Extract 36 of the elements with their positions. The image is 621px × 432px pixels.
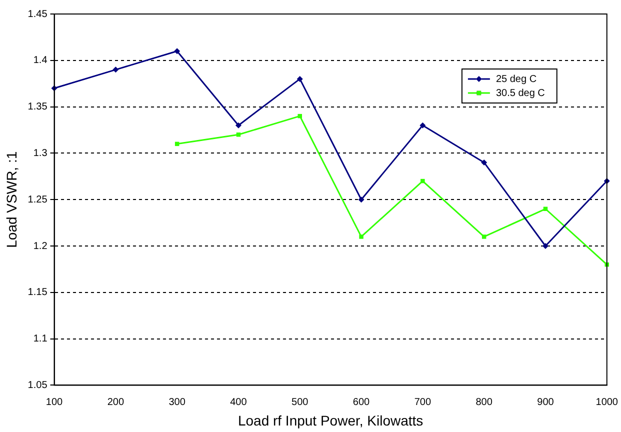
x-axis-title: Load rf Input Power, Kilowatts — [238, 412, 424, 428]
x-tick-label: 900 — [537, 396, 554, 408]
x-tick-label: 800 — [476, 396, 493, 408]
y-tick-label: 1.15 — [28, 287, 48, 298]
x-tick-label: 300 — [168, 396, 186, 408]
point — [298, 114, 302, 118]
point — [112, 66, 119, 73]
point — [174, 48, 180, 54]
point — [420, 178, 425, 184]
y-tick-label: 1.05 — [28, 380, 48, 391]
legend-label: 25 deg C — [496, 74, 537, 85]
point — [235, 122, 242, 128]
y-tick-label: 1.25 — [28, 194, 48, 206]
x-tick-label: 600 — [352, 396, 370, 408]
y-tick-label: 1.1 — [33, 334, 48, 345]
y-tick-label: 1.3 — [33, 148, 48, 159]
point — [359, 234, 364, 239]
y-axis-title: Load VSWR, :1 — [3, 151, 20, 248]
x-tick-label: 700 — [414, 396, 432, 408]
x-tick-label: 500 — [292, 396, 309, 408]
point — [420, 122, 426, 128]
x-tick-label: 400 — [230, 396, 248, 408]
point — [358, 196, 364, 203]
point — [542, 243, 548, 249]
x-tick-label: 1000 — [596, 396, 618, 408]
legend-label: 30.5 deg C — [496, 88, 545, 99]
y-tick-label: 1.4 — [33, 55, 48, 66]
point — [236, 132, 241, 137]
y-tick-label: 1.45 — [28, 8, 48, 20]
point — [481, 159, 488, 166]
y-tick-label: 1.2 — [33, 240, 48, 252]
point — [482, 234, 486, 239]
point — [296, 76, 303, 82]
y-tick-label: 1.35 — [28, 102, 48, 113]
x-tick-label: 200 — [107, 396, 124, 408]
x-tick-label: 100 — [46, 396, 64, 408]
